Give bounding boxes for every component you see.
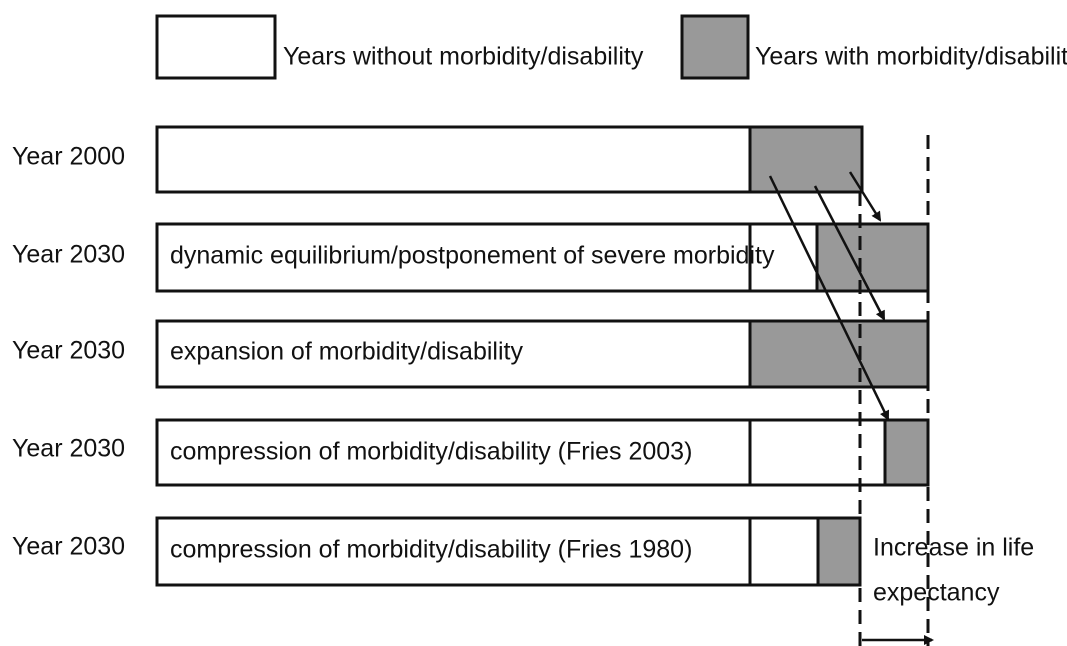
row-year: Year 2030	[12, 241, 125, 269]
arrow	[813, 185, 886, 321]
bar-morbid	[815, 222, 930, 293]
bar-healthy-gain	[748, 418, 887, 487]
row-text: expansion of morbidity/disability	[170, 338, 523, 366]
bar-healthy	[155, 319, 752, 389]
row-year: Year 2030	[12, 337, 125, 365]
bar-morbid	[816, 516, 862, 587]
bar-morbid	[883, 418, 930, 487]
bar-healthy	[155, 222, 752, 293]
row-year: Year 2030	[12, 533, 125, 561]
bar-healthy-gain	[748, 516, 820, 587]
bar-healthy-gain	[748, 222, 819, 293]
legend-swatch-white	[155, 14, 277, 80]
legend-swatch-gray	[680, 14, 750, 80]
annotation: expectancy	[873, 579, 1000, 607]
bar-morbid	[748, 319, 930, 389]
row-text: compression of morbidity/disability (Fri…	[170, 536, 692, 564]
legend-label: Years without morbidity/disability	[283, 43, 644, 71]
bar-healthy	[155, 516, 752, 587]
row-text: dynamic equilibrium/postponement of seve…	[170, 242, 775, 270]
bar-healthy	[155, 125, 752, 194]
legend-label: Years with morbidity/disability	[755, 43, 1067, 71]
bar-morbid	[748, 125, 864, 194]
arrow	[848, 171, 882, 222]
annotation: Increase in life	[873, 534, 1034, 562]
row-year: Year 2030	[12, 435, 125, 463]
row-year: Year 2000	[12, 143, 125, 171]
row-text: compression of morbidity/disability (Fri…	[170, 438, 692, 466]
arrow	[768, 175, 890, 421]
